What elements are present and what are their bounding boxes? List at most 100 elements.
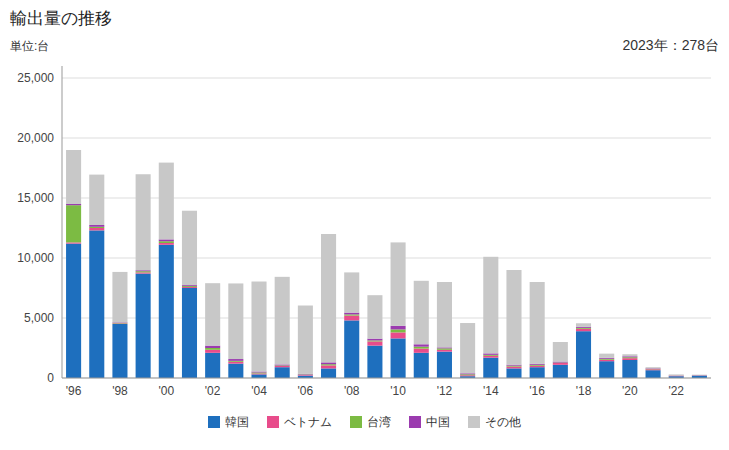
x-tick-label: '10 xyxy=(390,384,406,398)
x-tick-label: '14 xyxy=(483,384,499,398)
bar-segment xyxy=(321,364,336,365)
x-tick-label: '18 xyxy=(576,384,592,398)
bar-segment xyxy=(182,287,197,289)
x-tick-label: '08 xyxy=(344,384,360,398)
bar-segment xyxy=(460,323,475,373)
bar-segment xyxy=(692,375,707,376)
bar-segment xyxy=(228,283,243,359)
y-tick-label: 20,000 xyxy=(17,131,54,145)
x-tick-label: '16 xyxy=(529,384,545,398)
bar-segment xyxy=(298,374,313,375)
bar-segment xyxy=(112,322,127,324)
legend-label: 韓国 xyxy=(225,415,249,429)
y-axis: 05,00010,00015,00020,00025,000 xyxy=(17,71,711,385)
bar-segment xyxy=(414,281,429,344)
bar-segment xyxy=(414,349,429,353)
bar-segment xyxy=(89,175,104,225)
bar-segment xyxy=(437,350,452,352)
bar-segment xyxy=(344,314,359,315)
grid-line xyxy=(62,78,711,79)
legend-label: 台湾 xyxy=(367,415,391,429)
bar-segment xyxy=(275,365,290,367)
bar-segment xyxy=(228,362,243,364)
bar-segment xyxy=(506,368,521,378)
bar-segment xyxy=(66,205,81,242)
bar-segment xyxy=(367,295,382,338)
bar-segment xyxy=(89,225,104,227)
bar-segment xyxy=(66,244,81,378)
bar-segment xyxy=(367,346,382,378)
legend-swatch xyxy=(350,416,362,428)
legend-swatch xyxy=(468,416,480,428)
bar-segment xyxy=(159,163,174,240)
y-tick-label: 0 xyxy=(47,371,54,385)
title: 輸出量の推移 xyxy=(10,9,112,28)
bar-segment xyxy=(622,358,637,360)
legend-item: その他 xyxy=(468,415,521,429)
bar-segment xyxy=(89,227,104,228)
bar-segment xyxy=(576,323,591,327)
bar-segment xyxy=(391,329,406,332)
bar-segment xyxy=(622,357,637,359)
bar-segment xyxy=(275,366,290,367)
bars xyxy=(66,150,707,378)
bar-segment xyxy=(506,365,521,367)
y-tick-label: 5,000 xyxy=(24,311,54,325)
bar-segment xyxy=(599,358,614,360)
bar-segment xyxy=(692,374,707,375)
bar-segment xyxy=(483,354,498,356)
bar-segment xyxy=(367,341,382,345)
bar-segment xyxy=(692,375,707,376)
bar-segment xyxy=(669,374,684,376)
legend-label: ベトナム xyxy=(284,415,332,429)
bar-segment xyxy=(182,288,197,378)
bar-segment xyxy=(275,367,290,378)
bar-segment xyxy=(576,329,591,331)
bar-segment xyxy=(136,271,151,272)
bar-segment xyxy=(205,353,220,378)
legend-label: 中国 xyxy=(426,415,450,429)
bar-segment xyxy=(367,339,382,341)
bar-segment xyxy=(391,242,406,325)
bar-segment xyxy=(89,228,104,230)
bar-segment xyxy=(646,369,661,371)
bar-segment xyxy=(136,174,151,270)
bar-segment xyxy=(414,347,429,349)
bar-segment xyxy=(437,352,452,378)
bar-segment xyxy=(298,306,313,374)
bar-segment xyxy=(669,375,684,376)
bar-segment xyxy=(506,270,521,365)
bar-segment xyxy=(344,316,359,321)
bar-segment xyxy=(251,374,266,378)
bar-segment xyxy=(460,375,475,377)
bar-segment xyxy=(437,348,452,349)
y-tick-label: 25,000 xyxy=(17,71,54,85)
bar-segment xyxy=(553,363,568,365)
bar-segment xyxy=(321,362,336,364)
bar-segment xyxy=(89,230,104,378)
bar-segment xyxy=(228,364,243,378)
bar-segment xyxy=(646,368,661,369)
bar-segment xyxy=(391,338,406,378)
grid-line xyxy=(62,378,711,379)
legend-label: その他 xyxy=(485,415,521,429)
bar-segment xyxy=(205,283,220,345)
annotation: 2023年：278台 xyxy=(622,37,719,53)
bar-segment xyxy=(576,327,591,329)
legend-item: ベトナム xyxy=(267,415,332,429)
bar-segment xyxy=(112,323,127,325)
bar-segment xyxy=(391,326,406,330)
bar-segment xyxy=(66,150,81,204)
x-tick-label: '22 xyxy=(668,384,684,398)
x-tick-label: '04 xyxy=(251,384,267,398)
bar-segment xyxy=(136,274,151,378)
bar-segment xyxy=(414,344,429,346)
bar-segment xyxy=(66,204,81,205)
bar-segment xyxy=(460,374,475,376)
bar-segment xyxy=(182,286,197,288)
bar-segment xyxy=(344,320,359,378)
y-tick-label: 15,000 xyxy=(17,191,54,205)
grid-line xyxy=(62,138,711,139)
bar-segment xyxy=(344,313,359,315)
bar-segment xyxy=(576,331,591,378)
